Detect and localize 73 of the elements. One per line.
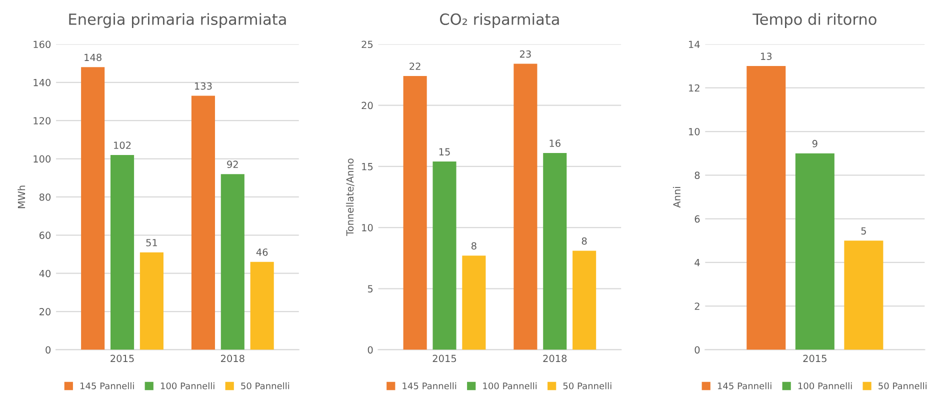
y-axis-title: Anni: [672, 187, 680, 208]
bar: [403, 76, 427, 350]
bar: [110, 154, 134, 350]
y-tick-label: 0: [46, 346, 51, 354]
legend-label: 50 Pannelli: [878, 382, 926, 390]
data-label: 92: [227, 160, 238, 168]
data-label: 133: [195, 82, 212, 90]
y-tick-label: 80: [39, 193, 51, 201]
legend-label: 50 Pannelli: [241, 382, 290, 390]
y-tick-label: 14: [689, 40, 700, 48]
data-label: 9: [812, 140, 818, 148]
data-label: 51: [146, 239, 157, 246]
bar: [191, 96, 215, 350]
bar: [250, 262, 274, 350]
y-tick-label: 2: [694, 302, 700, 310]
y-axis-title: Tonnellate/Anno: [346, 158, 354, 236]
y-tick-label: 25: [362, 40, 373, 48]
y-tick-label: 0: [694, 346, 700, 354]
bar: [220, 174, 244, 350]
bar: [462, 256, 486, 350]
bar: [140, 252, 164, 350]
y-tick-label: 20: [40, 308, 51, 316]
data-label: 5: [861, 227, 866, 235]
legend-label: 100 Pannelli: [798, 382, 852, 390]
legend-label: 50 Pannelli: [563, 382, 612, 390]
y-tick-label: 40: [39, 270, 51, 278]
x-tick-label: 2015: [803, 354, 826, 362]
data-label: 102: [114, 142, 131, 149]
data-label: 8: [472, 242, 476, 250]
y-tick-label: 20: [362, 102, 373, 110]
chart-title: Tempo di ritorno: [752, 13, 876, 28]
x-tick-label: 2015: [110, 354, 134, 362]
y-tick-label: 15: [362, 163, 373, 170]
y-tick-label: 120: [34, 117, 51, 124]
bar: [81, 67, 105, 350]
bar: [795, 153, 834, 350]
bar: [572, 250, 596, 350]
bar: [514, 64, 538, 350]
data-label: 15: [439, 148, 450, 156]
y-tick-label: 0: [368, 346, 373, 354]
legend-label: 145 Pannelli: [80, 382, 134, 390]
y-tick-label: 160: [34, 40, 51, 48]
y-tick-label: 10: [362, 224, 373, 232]
legend-label: 100 Pannelli: [483, 382, 537, 390]
y-axis-title: MWh: [18, 186, 26, 208]
y-tick-label: 10: [689, 128, 700, 136]
bar: [746, 66, 786, 350]
data-label: 148: [84, 54, 102, 62]
y-tick-label: 12: [689, 84, 700, 92]
bar: [432, 162, 456, 350]
legend-label: 145 Pannelli: [402, 382, 456, 390]
y-tick-label: 60: [39, 232, 51, 239]
x-tick-label: 2018: [220, 354, 244, 362]
y-tick-label: 8: [694, 172, 700, 179]
x-tick-label: 2015: [432, 354, 456, 362]
data-label: 8: [582, 237, 587, 245]
y-tick-label: 140: [34, 78, 51, 86]
chart-title: CO₂ risparmiata: [440, 13, 559, 28]
bar: [844, 240, 884, 350]
y-tick-label: 4: [694, 259, 700, 266]
legend-label: 100 Pannelli: [160, 382, 214, 390]
legend-label: 145 Pannelli: [718, 382, 772, 390]
y-tick-label: 6: [694, 215, 700, 223]
data-label: 16: [550, 140, 560, 147]
bar: [543, 152, 567, 350]
y-tick-label: 100: [34, 155, 51, 163]
x-tick-label: 2018: [543, 354, 567, 362]
data-label: 46: [256, 248, 268, 256]
chart-title: Energia primaria risparmiata: [69, 13, 286, 28]
data-label: 13: [761, 52, 772, 60]
y-tick-label: 5: [368, 285, 373, 292]
data-label: 23: [520, 50, 531, 58]
data-label: 22: [410, 62, 420, 70]
